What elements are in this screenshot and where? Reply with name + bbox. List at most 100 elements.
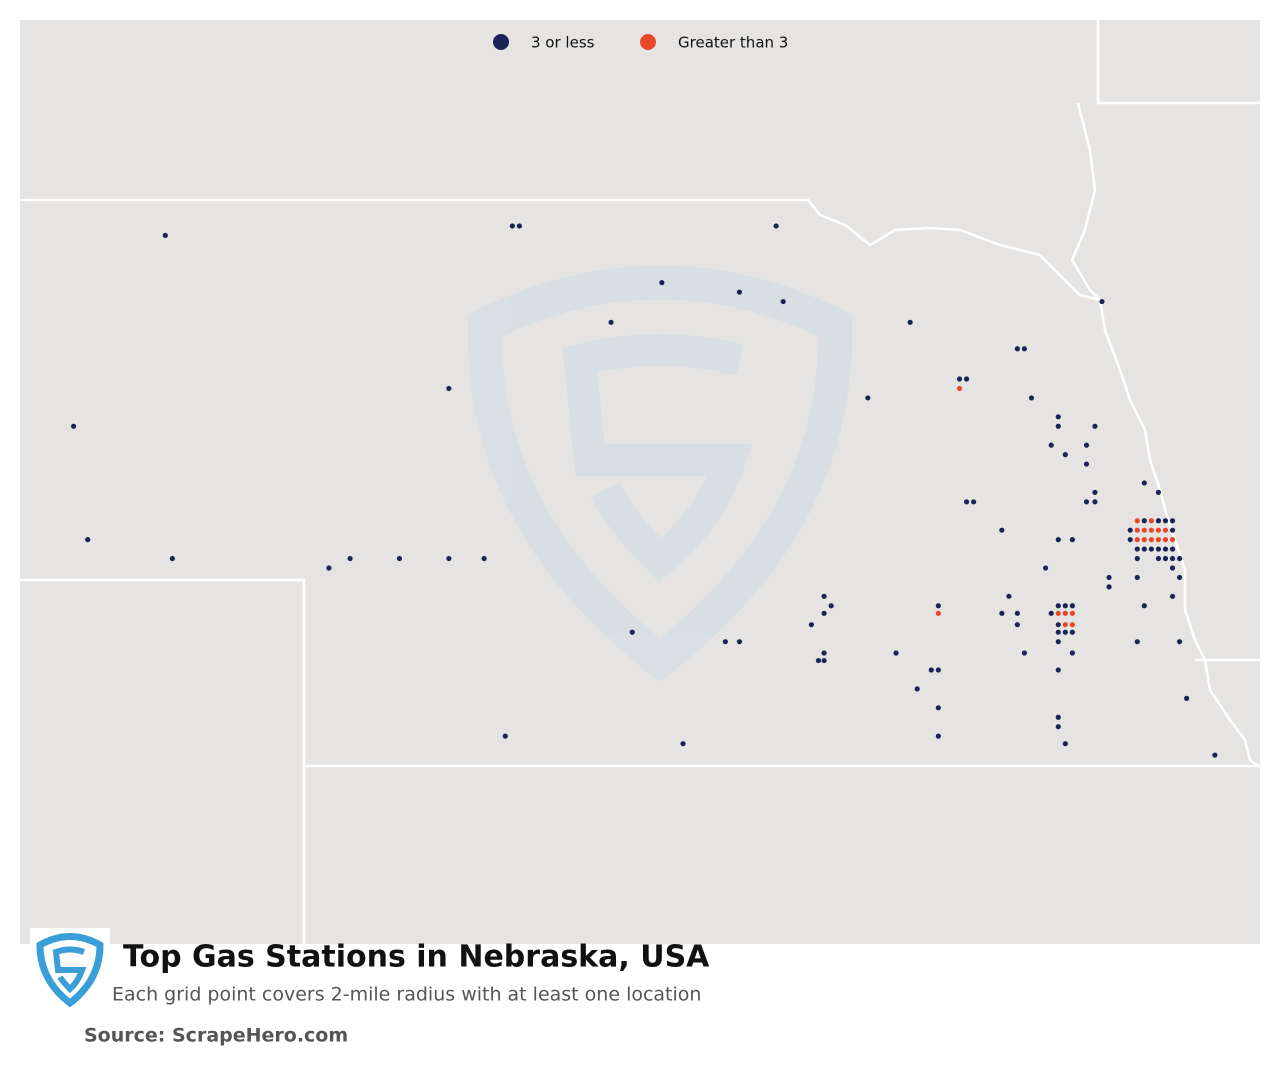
border <box>1070 102 1101 301</box>
location-point <box>608 319 614 325</box>
location-point <box>1169 546 1176 552</box>
location-point <box>71 423 77 429</box>
border <box>20 578 306 944</box>
legend-marker <box>493 34 509 50</box>
location-point <box>1014 622 1020 628</box>
location-point <box>773 223 779 229</box>
location-point <box>971 499 977 505</box>
location-point <box>1176 639 1183 645</box>
location-point <box>963 376 970 382</box>
location-point <box>1176 555 1183 562</box>
location-point <box>169 555 175 562</box>
location-point <box>1055 603 1061 609</box>
location-point <box>1055 537 1061 543</box>
location-point <box>1048 442 1054 448</box>
location-point <box>1048 610 1054 616</box>
location-point <box>1141 518 1147 524</box>
location-point <box>1134 527 1140 533</box>
logo <box>30 928 110 1010</box>
state-borders <box>20 20 1260 944</box>
location-point <box>1055 714 1061 720</box>
location-point <box>1155 527 1162 533</box>
location-point <box>1092 423 1098 429</box>
location-point <box>1021 650 1028 656</box>
location-point <box>865 395 871 401</box>
location-point <box>1155 555 1162 562</box>
location-point <box>162 232 168 239</box>
location-point <box>1069 622 1075 628</box>
location-point <box>935 705 941 711</box>
location-point <box>1169 593 1176 599</box>
location-point <box>1134 537 1140 543</box>
location-point <box>1162 537 1169 543</box>
location-point <box>1092 489 1098 495</box>
location-point <box>1099 298 1105 305</box>
location-point <box>629 629 635 635</box>
location-point <box>1155 537 1162 543</box>
location-point <box>736 639 743 645</box>
location-point <box>1169 537 1176 543</box>
location-point <box>1042 565 1049 571</box>
location-point <box>1062 452 1068 458</box>
location-point <box>821 657 827 664</box>
location-point <box>1162 546 1169 552</box>
location-point <box>1212 752 1218 758</box>
location-point <box>1028 395 1035 401</box>
location-point <box>1055 423 1061 429</box>
location-point <box>446 555 452 562</box>
location-point <box>999 527 1005 533</box>
location-point <box>821 610 827 616</box>
location-point <box>1055 667 1061 673</box>
location-point <box>1106 584 1112 590</box>
location-point <box>396 555 403 562</box>
location-point <box>1021 346 1028 352</box>
location-point <box>1155 546 1162 552</box>
location-point <box>1062 610 1068 616</box>
location-point <box>780 298 786 305</box>
location-point <box>1148 546 1154 552</box>
location-point <box>935 667 941 673</box>
location-point <box>1169 527 1176 533</box>
location-point <box>326 565 332 571</box>
location-point <box>1062 629 1068 635</box>
legend: 3 or less Greater than 3 <box>493 34 788 52</box>
location-point <box>1055 610 1061 616</box>
location-point <box>1134 574 1140 581</box>
location-point <box>1069 537 1075 543</box>
location-point <box>999 610 1005 616</box>
location-point <box>1141 603 1147 609</box>
location-point <box>1062 603 1068 609</box>
location-point <box>481 555 487 562</box>
location-point <box>1069 650 1075 656</box>
location-point <box>659 280 665 286</box>
location-point <box>935 733 941 739</box>
location-point <box>907 319 913 325</box>
location-point <box>680 741 686 747</box>
location-point <box>736 289 743 295</box>
location-point <box>1141 480 1147 486</box>
location-point <box>1155 489 1162 495</box>
location-point <box>1155 518 1162 524</box>
location-point <box>1141 527 1147 533</box>
location-point <box>446 385 452 392</box>
location-point <box>1141 537 1147 543</box>
location-point <box>509 223 515 229</box>
location-point <box>1184 695 1190 701</box>
location-point <box>1148 518 1154 524</box>
title: Top Gas Stations in Nebraska, USA <box>123 940 710 975</box>
location-point <box>516 223 522 229</box>
location-point <box>502 733 508 739</box>
location-point <box>1083 499 1090 505</box>
location-point <box>1127 537 1133 543</box>
location-point <box>821 650 827 656</box>
location-point <box>914 686 920 692</box>
location-point <box>1169 518 1176 524</box>
location-point <box>1055 724 1061 730</box>
location-point <box>956 385 963 392</box>
location-point <box>1069 603 1075 609</box>
location-point <box>1083 461 1090 467</box>
location-point <box>1069 629 1075 635</box>
location-point <box>1092 499 1098 505</box>
location-point <box>956 376 963 382</box>
